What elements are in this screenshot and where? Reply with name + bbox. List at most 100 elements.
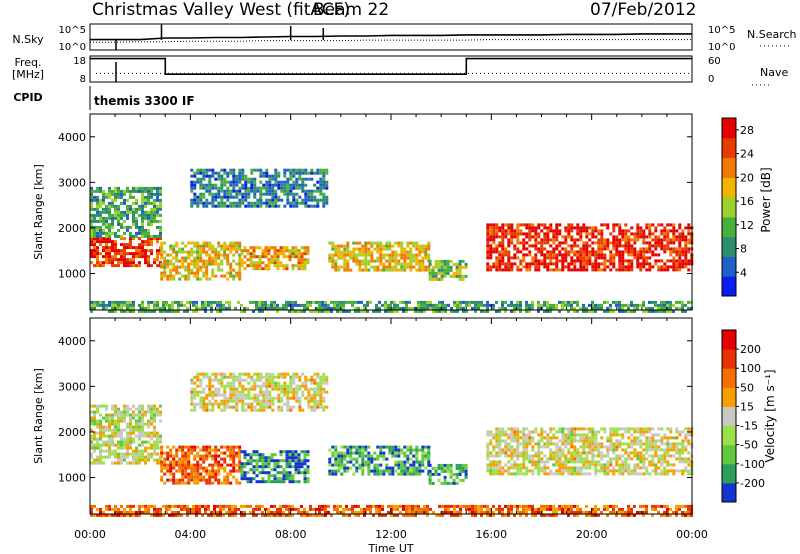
data-cell <box>252 459 256 463</box>
data-cell <box>190 466 194 470</box>
data-cell <box>427 454 431 458</box>
data-cell <box>660 268 664 272</box>
data-cell <box>561 256 565 260</box>
data-cell <box>196 253 200 257</box>
data-cell <box>666 229 670 233</box>
data-cell <box>117 431 120 435</box>
data-cell <box>648 454 652 458</box>
data-cell <box>297 465 301 469</box>
data-cell <box>600 454 604 458</box>
data-cell <box>540 229 544 233</box>
data-cell <box>138 431 141 435</box>
data-cell <box>522 241 526 245</box>
data-cell <box>452 271 456 275</box>
data-cell <box>162 300 165 304</box>
data-cell <box>654 463 658 467</box>
data-cell <box>615 448 619 452</box>
data-cell <box>434 259 438 263</box>
data-cell <box>588 439 592 443</box>
data-cell <box>591 442 595 446</box>
data-cell <box>205 204 209 208</box>
data-cell <box>603 268 607 272</box>
data-cell <box>567 442 571 446</box>
data-cell <box>579 250 583 254</box>
data-cell <box>591 229 595 233</box>
data-cell <box>678 268 682 272</box>
data-cell <box>181 247 185 251</box>
data-cell <box>120 410 123 414</box>
data-cell <box>117 192 120 196</box>
data-cell <box>684 226 688 230</box>
data-cell <box>217 390 221 394</box>
data-cell <box>184 469 188 473</box>
data-cell <box>516 223 520 227</box>
data-cell <box>594 463 598 467</box>
data-cell <box>211 259 215 263</box>
data-cell <box>217 402 221 406</box>
data-cell <box>108 428 111 432</box>
data-cell <box>232 399 236 403</box>
data-cell <box>190 390 194 394</box>
data-cell <box>440 274 444 278</box>
data-cell <box>594 265 598 269</box>
data-cell <box>525 454 529 458</box>
data-cell <box>340 454 344 458</box>
data-cell <box>132 246 135 250</box>
data-cell <box>443 481 447 485</box>
data-cell <box>681 448 685 452</box>
data-cell <box>388 244 392 248</box>
data-cell <box>666 309 669 313</box>
data-cell <box>489 235 493 239</box>
data-cell <box>474 300 477 304</box>
data-cell <box>443 268 447 272</box>
data-cell <box>525 253 529 257</box>
data-cell <box>397 241 401 245</box>
data-cell <box>165 300 168 304</box>
data-cell <box>498 259 502 263</box>
data-cell <box>507 466 511 470</box>
data-cell <box>424 244 428 248</box>
data-cell <box>331 265 335 269</box>
data-cell <box>277 186 281 190</box>
data-cell <box>250 204 254 208</box>
data-cell <box>274 204 278 208</box>
data-cell <box>513 256 517 260</box>
data-cell <box>400 460 404 464</box>
data-cell <box>168 303 171 307</box>
data-cell <box>573 259 577 263</box>
data-cell <box>534 262 538 266</box>
data-cell <box>108 425 111 429</box>
data-cell <box>238 277 242 281</box>
data-cell <box>232 241 236 245</box>
data-cell <box>283 171 287 175</box>
data-cell <box>240 258 244 262</box>
data-cell <box>90 204 93 208</box>
data-cell <box>298 186 302 190</box>
data-cell <box>156 240 159 244</box>
data-cell <box>507 427 511 431</box>
data-cell <box>343 445 347 449</box>
data-cell <box>648 232 652 236</box>
data-cell <box>160 265 164 269</box>
data-cell <box>282 459 286 463</box>
data-cell <box>105 404 108 408</box>
data-cell <box>579 427 583 431</box>
data-cell <box>273 306 276 310</box>
data-cell <box>555 268 559 272</box>
data-cell <box>627 445 631 449</box>
data-cell <box>135 201 138 205</box>
data-cell <box>585 466 589 470</box>
data-cell <box>504 463 508 467</box>
data-cell <box>295 192 299 196</box>
data-cell <box>141 434 144 438</box>
data-cell <box>582 448 586 452</box>
data-cell <box>600 306 603 310</box>
data-cell <box>160 445 164 449</box>
data-cell <box>633 253 637 257</box>
data-cell <box>328 469 332 473</box>
data-cell <box>181 448 185 452</box>
data-cell <box>135 452 138 456</box>
data-cell <box>684 250 688 254</box>
data-cell <box>507 238 511 242</box>
data-cell <box>639 451 643 455</box>
